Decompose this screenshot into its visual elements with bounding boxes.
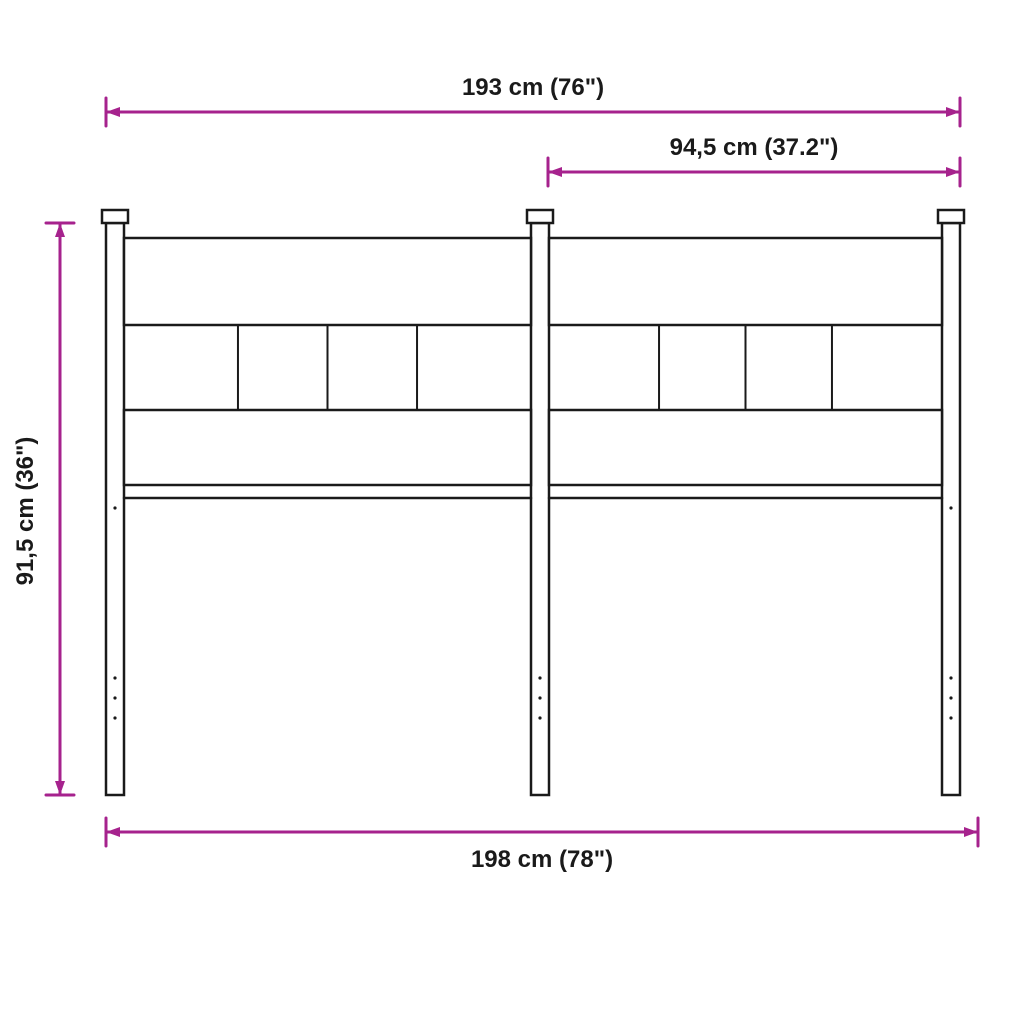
dimension-label-bottom-full: 198 cm (78"): [392, 846, 692, 874]
dimension-label-left-height: 91,5 cm (36"): [12, 361, 40, 661]
dimension-label-top-full: 193 cm (76"): [383, 74, 683, 102]
diagram-stage: 193 cm (76") 94,5 cm (37.2") 198 cm (78"…: [0, 0, 1024, 1024]
dimension-label-top-half: 94,5 cm (37.2"): [604, 134, 904, 162]
